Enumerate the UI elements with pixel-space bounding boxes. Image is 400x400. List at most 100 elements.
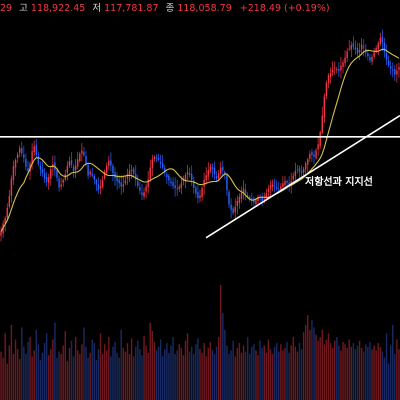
candle-body — [207, 170, 210, 177]
volume-bar — [346, 347, 348, 400]
volume-bar — [68, 347, 71, 400]
volume-bar — [255, 350, 257, 400]
volume-bar — [298, 343, 301, 400]
volume-bar — [149, 322, 151, 400]
candle-body — [87, 165, 89, 176]
volume-bar — [33, 350, 35, 400]
candle-body — [130, 169, 133, 171]
volume-bar — [282, 350, 284, 400]
volume-bar — [39, 360, 42, 400]
candle-body — [224, 171, 226, 175]
volume-bar — [27, 341, 29, 400]
volume-bar — [153, 341, 156, 400]
candle-body — [280, 186, 282, 190]
candle-body — [205, 175, 207, 181]
volume-bar — [168, 352, 170, 400]
volume-bar — [76, 350, 79, 400]
volume-bar — [398, 349, 400, 400]
candle-body — [360, 44, 363, 50]
volume-bar — [263, 345, 265, 400]
volume-bar — [103, 344, 106, 400]
candle-body — [182, 179, 185, 182]
candle-body — [240, 192, 243, 199]
volume-bar — [161, 356, 164, 400]
volume-bar — [296, 351, 299, 400]
volume-bar — [143, 335, 145, 400]
candle-body — [209, 166, 212, 172]
candle-body — [381, 37, 384, 43]
candle-body — [124, 180, 127, 184]
candle-body — [304, 163, 307, 170]
volume-bar — [21, 327, 23, 400]
volume-bar — [106, 350, 108, 400]
candle-body — [215, 176, 218, 179]
volume-bar — [389, 345, 392, 400]
high-value: 118,922.45 — [30, 3, 86, 14]
support-trend-line[interactable] — [205, 114, 400, 239]
candle-body — [340, 65, 342, 71]
candle-body — [242, 188, 245, 194]
volume-bar — [31, 356, 33, 400]
volume-bar — [385, 333, 388, 400]
candle-body — [313, 154, 315, 157]
close-label: 종 — [165, 3, 175, 14]
volume-bars — [0, 285, 400, 400]
volume-bar — [207, 347, 210, 400]
volume-bar — [47, 355, 50, 400]
volume-bar — [352, 343, 355, 400]
volume-bar — [60, 354, 62, 400]
candle-body — [103, 171, 106, 179]
volume-bar — [85, 346, 87, 400]
volume-bar — [288, 352, 290, 400]
candle-body — [278, 188, 280, 190]
volume-bar — [99, 333, 102, 400]
volume-bar — [292, 337, 294, 400]
candle-body — [79, 153, 81, 162]
volume-bar — [147, 352, 149, 400]
volume-bar — [74, 337, 77, 400]
candle-body — [375, 48, 377, 52]
volume-bar — [87, 357, 89, 400]
candle-body — [178, 186, 180, 190]
volume-bar — [315, 334, 317, 400]
candle-body — [132, 168, 135, 174]
volume-bar — [101, 354, 104, 400]
candle-body — [6, 207, 8, 218]
volume-bar — [64, 331, 67, 400]
candle-body — [21, 148, 23, 154]
volume-bar — [313, 327, 315, 400]
volume-bar — [246, 337, 249, 400]
candle-body — [60, 184, 62, 187]
volume-bar — [321, 329, 324, 400]
candle-body — [47, 177, 50, 183]
volume-bar — [392, 324, 394, 400]
volume-bar — [271, 354, 274, 400]
volume-bar — [220, 285, 222, 400]
volume-bar — [273, 346, 276, 400]
candle-body — [108, 160, 110, 166]
volume-bar — [358, 340, 361, 400]
candle-body — [336, 69, 338, 70]
volume-bar — [116, 352, 118, 400]
candle-body — [251, 198, 253, 201]
volume-bar — [120, 329, 122, 400]
candle-body — [186, 172, 189, 175]
volume-bar — [112, 346, 114, 400]
volume-bar — [50, 349, 52, 400]
candle-body — [159, 161, 162, 164]
volume-bar — [228, 354, 230, 400]
volume-bar — [81, 344, 83, 400]
candle-body — [311, 152, 313, 156]
candle-body — [184, 175, 187, 180]
candle-body — [139, 187, 141, 191]
candle-body — [273, 185, 276, 187]
volume-bar — [126, 343, 129, 400]
candle-body — [369, 57, 371, 61]
candle-body — [394, 69, 396, 75]
candle-body — [116, 177, 118, 182]
volume-bar — [124, 351, 127, 400]
candle-body — [342, 62, 344, 67]
volume-bar — [290, 345, 292, 400]
candle-body — [0, 231, 2, 236]
